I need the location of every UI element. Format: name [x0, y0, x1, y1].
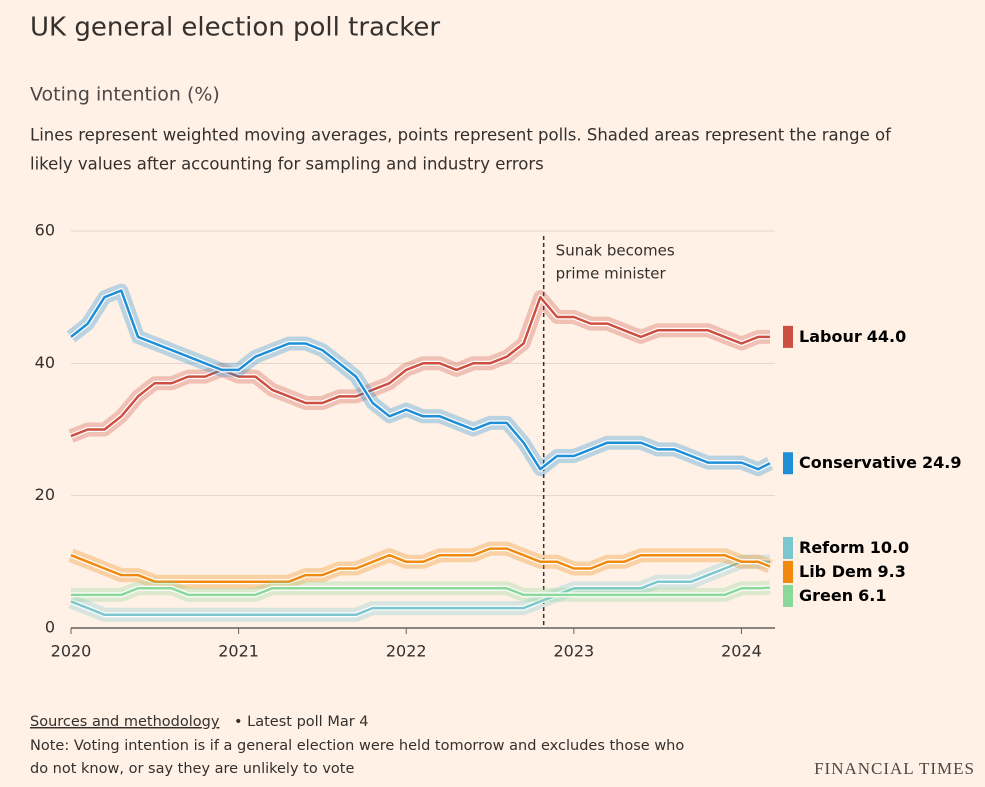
- legend-label: Lib Dem 9.3: [799, 561, 906, 580]
- chart-description: Lines represent weighted moving averages…: [30, 126, 892, 145]
- legend-label: Reform 10.0: [799, 537, 909, 556]
- legend-swatch: [783, 325, 793, 348]
- annotation-text: prime minister: [556, 265, 667, 283]
- series-name: Reform: [799, 537, 865, 556]
- x-tick-label: 2023: [553, 642, 594, 661]
- series-line: [70, 295, 770, 438]
- legend-label: Conservative 24.9: [799, 453, 962, 472]
- sources-link[interactable]: Sources and methodology: [30, 714, 220, 730]
- footnote: do not know, or say they are unlikely to…: [30, 761, 354, 777]
- y-tick-label: 0: [45, 618, 55, 637]
- series-name: Green: [799, 585, 853, 604]
- y-tick-label: 60: [35, 221, 55, 240]
- x-tick-label: 2020: [51, 642, 92, 661]
- series-line: [70, 547, 771, 583]
- footnote: Note: Voting intention is if a general e…: [30, 738, 684, 754]
- legend-swatch: [783, 536, 793, 559]
- latest-poll: • Latest poll Mar 4: [234, 714, 369, 730]
- logo: FINANCIAL TIMES: [814, 759, 975, 778]
- legend-label: Labour 44.0: [799, 326, 906, 345]
- latest-value: 6.1: [858, 585, 886, 604]
- x-tick-label: 2022: [386, 642, 427, 661]
- chart-subtitle: Voting intention (%): [30, 84, 220, 106]
- x-tick-label: 2024: [721, 642, 762, 661]
- annotation-text: Sunak becomes: [556, 242, 675, 260]
- latest-value: 10.0: [870, 537, 909, 556]
- latest-value: 9.3: [878, 561, 906, 580]
- series-name: Labour: [799, 326, 862, 345]
- x-tick-label: 2021: [218, 642, 259, 661]
- legend-swatch: [783, 560, 793, 583]
- legend-swatch: [783, 584, 793, 607]
- legend-swatch: [783, 452, 793, 475]
- series-line: [70, 289, 771, 471]
- y-tick-label: 20: [35, 485, 55, 504]
- series-name: Conservative: [799, 453, 917, 472]
- latest-value: 44.0: [867, 326, 906, 345]
- y-tick-label: 40: [35, 353, 55, 372]
- chart-title: UK general election poll tracker: [30, 13, 440, 43]
- series-name: Lib Dem: [799, 561, 873, 580]
- series-line: [71, 586, 771, 597]
- legend-label: Green 6.1: [799, 585, 886, 604]
- series-line: [70, 560, 770, 617]
- latest-value: 24.9: [922, 453, 961, 472]
- chart-description: likely values after accounting for sampl…: [30, 155, 544, 174]
